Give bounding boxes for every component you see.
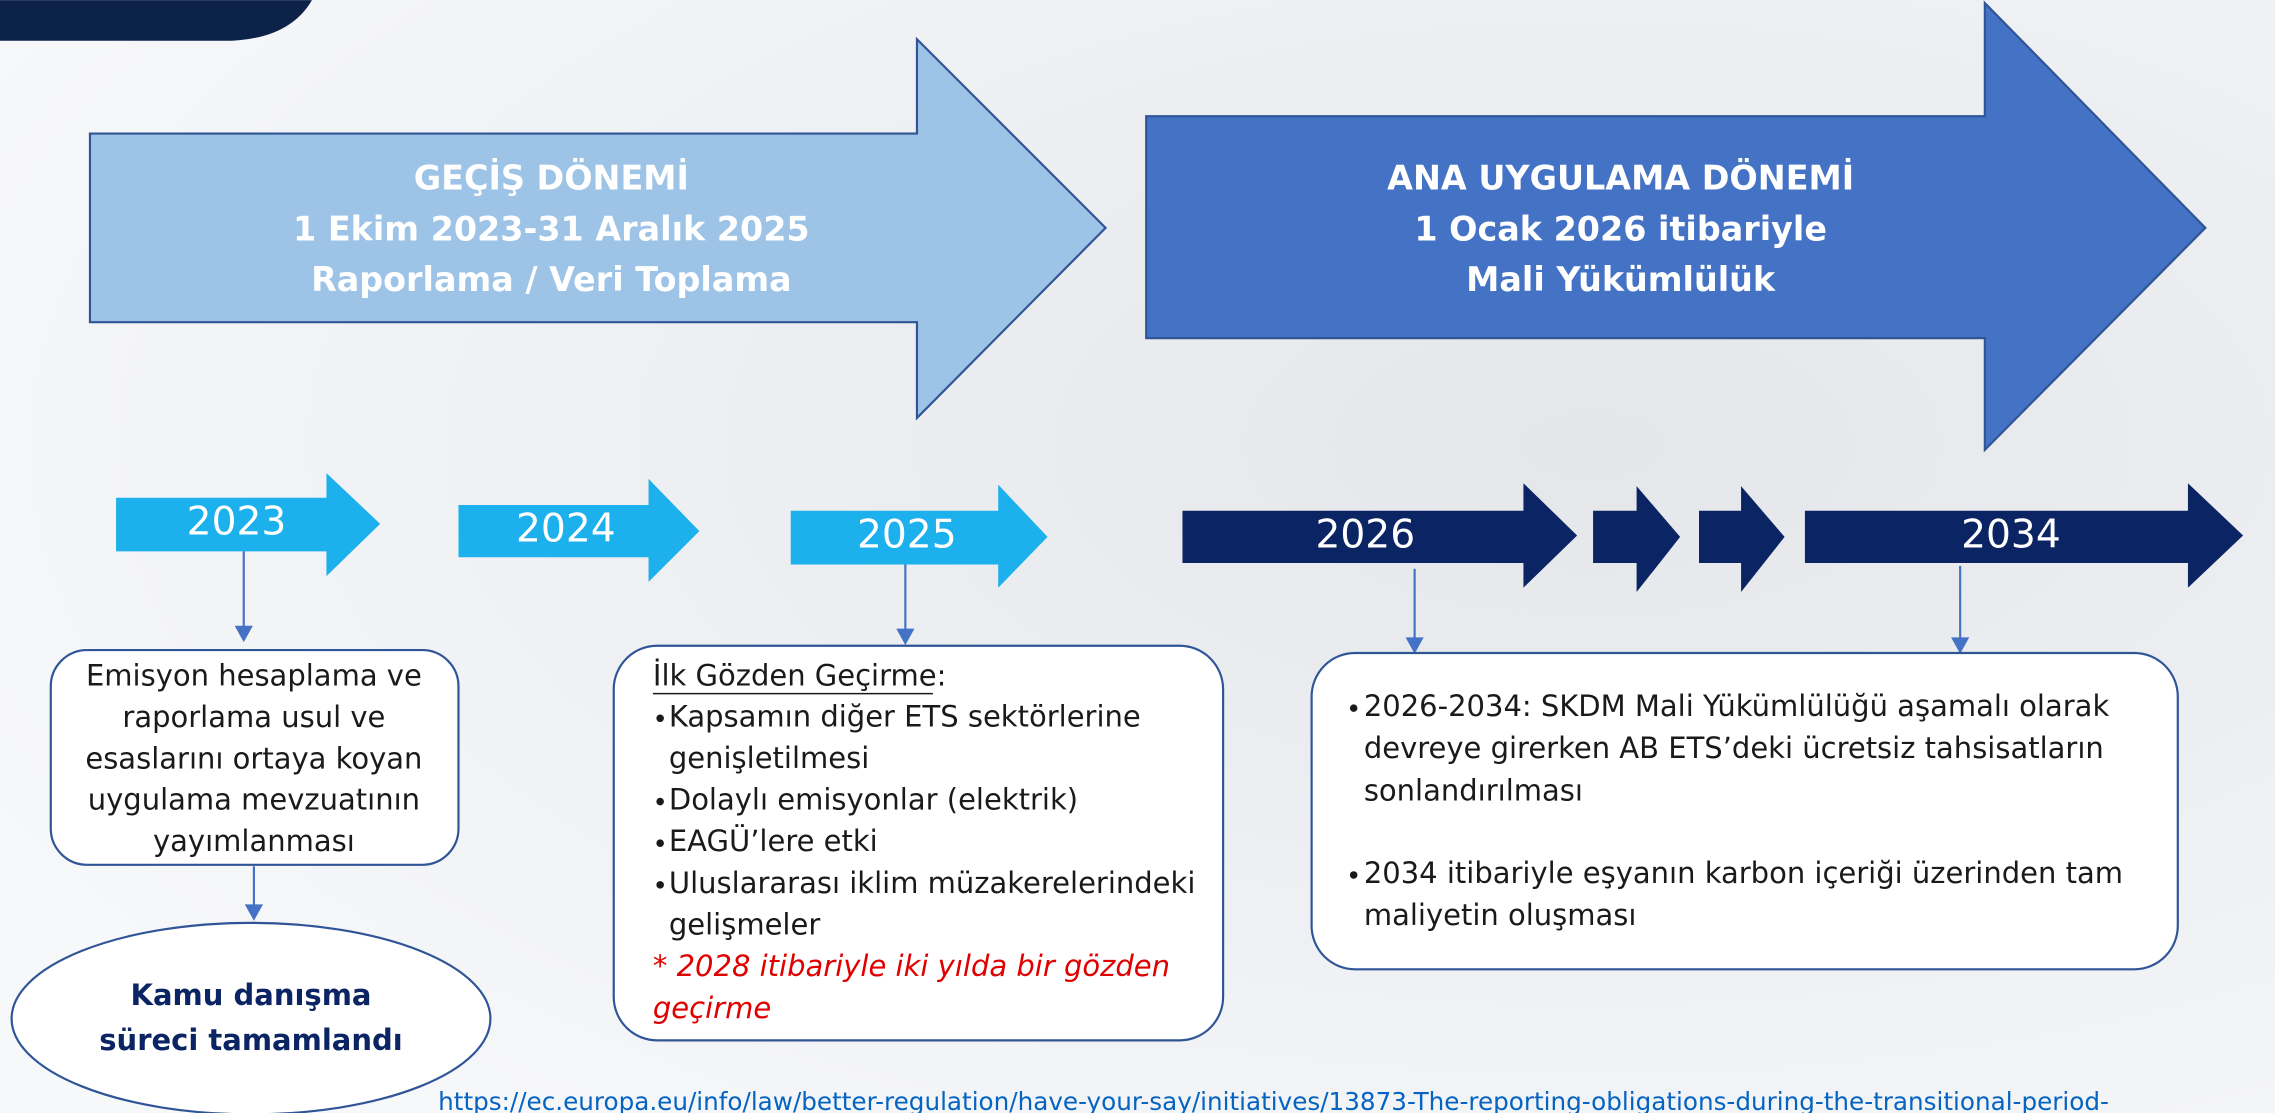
review-box: [612, 644, 1225, 1042]
year-arrow: [1182, 483, 1578, 588]
link[interactable]: https://ec.europa.eu/info/law/better-reg…: [438, 1087, 2109, 1113]
first-box: [49, 648, 460, 866]
bullet: [1349, 704, 1358, 712]
box-line: Emisyon hesaplama ve: [86, 659, 422, 693]
year-arrow: [116, 473, 381, 577]
final-box: [1310, 651, 2179, 971]
arrowhead: [896, 628, 915, 646]
review-note: geçirme: [653, 991, 771, 1025]
review-line: Dolaylı emisyonlar (elektrik): [669, 783, 1078, 817]
final-line: 2026-2034: SKDM Mali Yükümlülüğü aşamalı…: [1364, 689, 2110, 723]
arrowhead: [1951, 637, 1970, 654]
review-line: Kapsamın diğer ETS sektörlerine: [669, 699, 1141, 733]
oval-line: süreci tamamlandı: [99, 1023, 402, 1057]
review-note: * 2028 itibariyle iki yılda bir gözden: [653, 949, 1170, 983]
review-line: genişletilmesi: [669, 741, 869, 775]
bullet: [1349, 871, 1358, 879]
final-line: 2034 itibariyle eşyanın karbon içeriği ü…: [1364, 856, 2123, 890]
year-label: 2026: [1315, 512, 1415, 557]
arrowhead: [1405, 637, 1424, 654]
final-line: devreye girerken AB ETS’deki ücretsiz ta…: [1364, 731, 2104, 765]
final-line: sonlandırılması: [1364, 773, 1583, 807]
year-arrow: [1593, 486, 1681, 593]
arrowhead: [244, 904, 264, 921]
final-line: maliyetin oluşması: [1364, 898, 1637, 932]
phase-desc: Raporlama / Veri Toplama: [311, 260, 792, 299]
bullet: [656, 797, 664, 806]
phase-title: ANA UYGULAMA DÖNEMİ: [1387, 157, 1854, 197]
logo-corner: [0, 0, 312, 41]
year-arrow: [790, 484, 1048, 588]
year-label: 2023: [187, 499, 287, 544]
phase-arrow: [1145, 0, 2207, 453]
oval: [10, 921, 492, 1113]
year-arrow: [458, 478, 700, 582]
phase-title: GEÇİŞ DÖNEMİ: [414, 157, 689, 197]
year-arrow: [1804, 483, 2244, 588]
phase-arrow: [88, 36, 1108, 421]
year-arrow: [1698, 486, 1785, 593]
phase-desc: Mali Yükümlülük: [1466, 260, 1776, 299]
arrowhead: [234, 625, 253, 643]
box-line: esaslarını ortaya koyan: [85, 741, 422, 775]
box-line: yayımlanması: [153, 824, 355, 858]
year-arrows-dark: [1182, 483, 2244, 593]
phase-dates: 1 Ekim 2023-31 Aralık 2025: [293, 209, 810, 248]
year-label: 2024: [516, 507, 616, 552]
box-line: raporlama usul ve: [122, 700, 385, 734]
review-heading: İlk Gözden Geçirme:: [653, 659, 947, 693]
bullet: [656, 881, 664, 889]
review-line: gelişmeler: [669, 907, 820, 941]
connectors: [234, 551, 1970, 921]
phase-dates: 1 Ocak 2026 itibariyle: [1414, 209, 1827, 248]
oval-line: Kamu danışma: [131, 978, 372, 1012]
review-line: EAGÜ’lere etki: [669, 824, 878, 858]
review-line: Uluslararası iklim müzakerelerindeki: [669, 866, 1196, 900]
box-line: uygulama mevzuatının: [88, 783, 420, 817]
bullet: [656, 839, 664, 847]
year-arrows-light: [116, 473, 1048, 588]
bullet: [656, 714, 664, 723]
year-label: 2025: [857, 512, 957, 557]
year-label: 2034: [1961, 512, 2061, 557]
